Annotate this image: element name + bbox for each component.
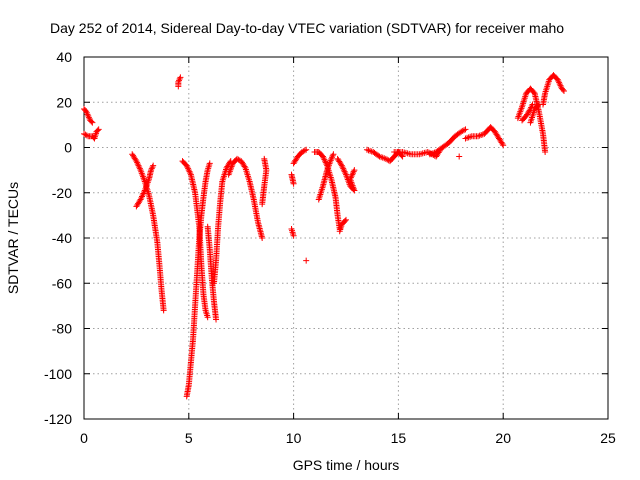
plot-frame: [83, 56, 609, 420]
y-tick-label: 40: [56, 49, 72, 65]
y-tick-label: -40: [52, 230, 72, 246]
data-point-markers: [81, 106, 96, 126]
chart-title: Day 252 of 2014, Sidereal Day-to-day VTE…: [50, 20, 564, 36]
y-tick-label: 0: [64, 140, 72, 156]
series-arc-13: [288, 225, 297, 239]
series-arc-23: [456, 153, 463, 160]
series-arc-07: [183, 160, 213, 400]
series-arc-19: [334, 155, 358, 194]
series-arc-08: [204, 223, 220, 323]
data-point-markers: [210, 158, 234, 287]
series-arc-12: [288, 171, 297, 187]
series-arc-15: [303, 257, 310, 264]
data-point-markers: [462, 124, 507, 149]
x-axis-label: GPS time / hours: [293, 457, 400, 473]
y-tick-label: -20: [52, 185, 72, 201]
x-tick-label: 15: [391, 430, 407, 446]
data-point-markers: [183, 160, 213, 400]
series-arc-24: [462, 124, 507, 149]
series-arc-10: [225, 155, 266, 241]
data-point-markers: [133, 162, 157, 210]
y-tick-label: 20: [56, 94, 72, 110]
points-layer: [81, 72, 567, 400]
data-point-markers: [290, 146, 310, 167]
x-tick-label: 25: [600, 430, 616, 446]
data-point-markers: [540, 72, 567, 108]
data-point-markers: [311, 149, 343, 232]
data-point-markers: [456, 153, 463, 160]
data-point-markers: [288, 171, 297, 187]
data-point-markers: [225, 155, 266, 241]
data-point-markers: [315, 151, 337, 203]
data-point-markers: [175, 74, 184, 90]
data-point-markers: [527, 101, 542, 126]
series-arc-17: [315, 151, 337, 203]
series-arc-03: [129, 151, 167, 314]
series-arc-05: [175, 74, 184, 90]
series-arc-22: [426, 126, 469, 158]
y-tick-label: -60: [52, 275, 72, 291]
data-point-markers: [519, 101, 536, 124]
series-arc-14: [290, 146, 310, 167]
data-point-markers: [179, 158, 211, 321]
x-tick-label: 5: [185, 430, 193, 446]
data-point-markers: [81, 126, 102, 142]
grid-layer: [84, 57, 608, 419]
data-point-markers: [288, 225, 297, 239]
series-arc-04: [133, 162, 157, 210]
x-tick-label: 10: [286, 430, 302, 446]
series-arc-09: [210, 158, 234, 287]
data-point-markers: [426, 126, 469, 158]
x-tick-label: 0: [80, 430, 88, 446]
data-point-markers: [129, 151, 167, 314]
series-arc-01: [81, 106, 96, 126]
y-tick-label: -120: [44, 411, 72, 427]
series-arc-28: [540, 72, 567, 108]
series-arc-27: [527, 101, 542, 126]
series-arc-26: [519, 101, 536, 124]
y-axis-label: SDTVAR / TECUs: [5, 182, 21, 294]
y-tick-label: -100: [44, 366, 72, 382]
x-tick-label: 20: [495, 430, 511, 446]
data-point-markers: [334, 155, 358, 194]
data-point-markers: [336, 216, 349, 235]
series-arc-11: [259, 155, 270, 208]
series-arc-18: [336, 216, 349, 235]
y-tick-label: -80: [52, 321, 72, 337]
series-arc-02: [81, 126, 102, 142]
data-point-markers: [204, 223, 220, 323]
series-arc-16: [311, 149, 343, 232]
series-arc-06: [179, 158, 211, 321]
data-point-markers: [303, 257, 310, 264]
ticks-layer: 0 5 10 15 20 25 -120 -100 -80 -60 -40 -20 0 20 40: [44, 49, 616, 446]
data-point-markers: [259, 155, 270, 208]
